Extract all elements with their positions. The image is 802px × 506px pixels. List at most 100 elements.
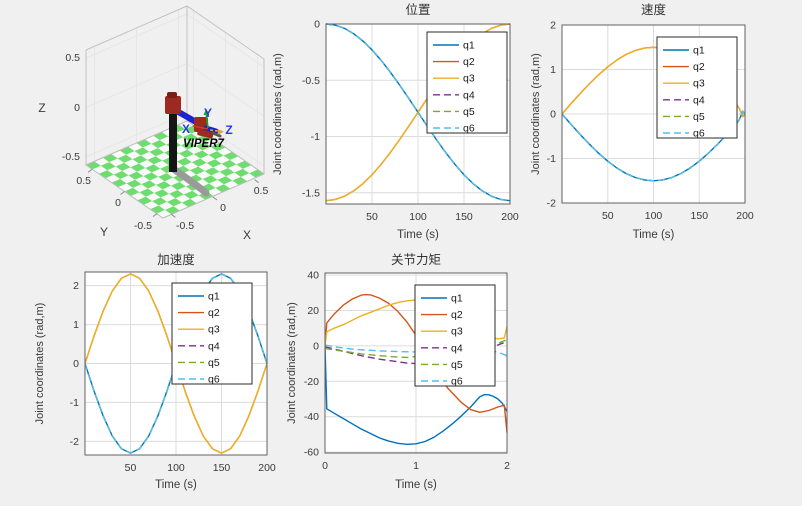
- legend-label-q2: q2: [451, 309, 463, 321]
- axes-box: [84, 271, 268, 456]
- frame-z-label: Z: [225, 123, 232, 137]
- z-tick-1: 0: [74, 102, 80, 114]
- legend-label-q3: q3: [693, 78, 705, 90]
- legend: q1 q2 q3 q4 q5 q6: [426, 31, 508, 135]
- axes-box: [324, 272, 508, 454]
- frame-x-arrow: [192, 125, 209, 130]
- legend-box: [426, 31, 508, 134]
- legend-label-q2: q2: [463, 56, 475, 68]
- y-tick-label: 20: [307, 305, 319, 317]
- y-tick-1: 0: [115, 197, 121, 209]
- y-tick-label: 0: [314, 19, 320, 31]
- legend: q1 q2 q3 q4 q5 q6: [414, 284, 496, 388]
- tick-marks-3d: [87, 169, 259, 218]
- x-tick-label: 200: [736, 210, 754, 222]
- end-effector-frame: X Y Z: [182, 106, 233, 137]
- series-q6: [325, 344, 508, 357]
- chart-torque: 0 1 2 40 20 0 -20 -40 -60 关节力矩 Time (s) Joint coord…: [286, 253, 510, 491]
- y-tick-label: 0: [550, 109, 556, 121]
- legend: q1 q2 q3 q4 q5 q6: [656, 36, 738, 140]
- y-tick-label: 2: [550, 20, 556, 32]
- y-tick-label: -1.5: [302, 187, 320, 199]
- legend-label-q3: q3: [463, 73, 475, 85]
- y-tick-label: -2: [70, 436, 79, 448]
- chart-title: 位置: [405, 2, 430, 17]
- y-tick-label: -1: [311, 131, 320, 143]
- series-q2: [325, 293, 508, 433]
- legend-box: [414, 284, 496, 387]
- legend-label-q1: q1: [451, 293, 463, 305]
- chart-position: 50 100 150 200 0 -0.5 -1 -1.5 位置 Time (s) Joint co…: [272, 2, 519, 241]
- legend-box: [656, 36, 738, 139]
- x-tick-label: 100: [409, 211, 427, 223]
- axes-box: [561, 24, 746, 204]
- legend-label-q4: q4: [451, 342, 463, 354]
- robot-name-label: VIPER7: [183, 138, 225, 150]
- y-axis-label: Joint coordinates (rad,m): [34, 303, 46, 425]
- chart-velocity: 50 100 150 200 2 1 0 -1 -2 速度 Time (s) Joint coordi…: [530, 2, 754, 241]
- frame-y-arrowhead: [203, 109, 209, 115]
- legend-label-q2: q2: [208, 307, 220, 319]
- y-tick-label: 0: [313, 340, 319, 352]
- series-q6: [326, 23, 511, 202]
- x-tick-2: 0.5: [254, 185, 269, 197]
- series-q6: [562, 110, 746, 182]
- y-axis-label: Joint coordinates (rad,m): [530, 53, 542, 175]
- z-tick-2: -0.5: [62, 151, 80, 163]
- chart-title: 速度: [641, 2, 667, 17]
- legend-label-q5: q5: [451, 359, 463, 371]
- y-tick-label: -2: [547, 198, 556, 210]
- x-tick-label: 50: [366, 211, 378, 223]
- y-tick-label: 2: [73, 280, 79, 292]
- frame-y-label: Y: [204, 106, 212, 120]
- robot-column: [169, 106, 177, 172]
- x-tick-label: 50: [125, 462, 137, 474]
- y-tick-label: 1: [73, 319, 79, 331]
- series-q1: [325, 345, 508, 445]
- y-tick-label: -1: [547, 153, 556, 165]
- axes-box: [325, 23, 511, 205]
- legend-label-q6: q6: [463, 123, 475, 135]
- z-tick-0: 0.5: [65, 52, 80, 64]
- y-tick-0: 0.5: [76, 175, 91, 187]
- y-axis-label: Joint coordinates (rad,m): [286, 302, 298, 424]
- y-tick-label: 1: [550, 64, 556, 76]
- y-tick-label: -20: [304, 376, 319, 388]
- x-tick-1: 0: [220, 202, 226, 214]
- legend: q1 q2 q3 q4 q5 q6: [171, 282, 253, 386]
- frame-x-label: X: [182, 122, 190, 136]
- y-tick-label: 0: [73, 358, 79, 370]
- robot-axis-labels: Z Y X: [38, 101, 251, 242]
- legend-label-q3: q3: [208, 324, 220, 336]
- x-tick-label: 150: [213, 462, 231, 474]
- x-tick-label: 150: [455, 211, 473, 223]
- x-axis-label: Time (s): [633, 229, 675, 241]
- x-tick-0: -0.5: [176, 220, 194, 232]
- x-axis-label: Time (s): [395, 479, 437, 491]
- y-tick-label: -40: [304, 411, 319, 423]
- y-tick-label: -0.5: [302, 75, 320, 87]
- legend-label-q5: q5: [693, 111, 705, 123]
- x-tick-label: 2: [504, 460, 510, 472]
- x-tick-label: 0: [322, 460, 328, 472]
- legend-label-q1: q1: [463, 40, 475, 52]
- y-tick-label: -1: [70, 397, 79, 409]
- legend-label-q1: q1: [693, 45, 705, 57]
- chart-title: 加速度: [157, 252, 195, 267]
- y-axis-label: Joint coordinates (rad,m): [272, 53, 284, 175]
- legend-box: [171, 282, 253, 385]
- legend-label-q5: q5: [208, 357, 220, 369]
- chart-acceleration: 50 100 150 200 2 1 0 -1 -2 加速度 Time (s) Joint coord…: [34, 252, 276, 491]
- x-tick-label: 50: [602, 210, 614, 222]
- y-tick-2: -0.5: [134, 220, 152, 232]
- z-axis-label: Z: [38, 101, 45, 115]
- x-tick-label: 200: [258, 462, 276, 474]
- x-axis-label: Time (s): [155, 479, 197, 491]
- y-tick-label: -60: [304, 447, 319, 459]
- robot-shoulder-cap: [167, 92, 177, 98]
- legend-label-q6: q6: [693, 128, 705, 140]
- legend-label-q4: q4: [463, 89, 475, 101]
